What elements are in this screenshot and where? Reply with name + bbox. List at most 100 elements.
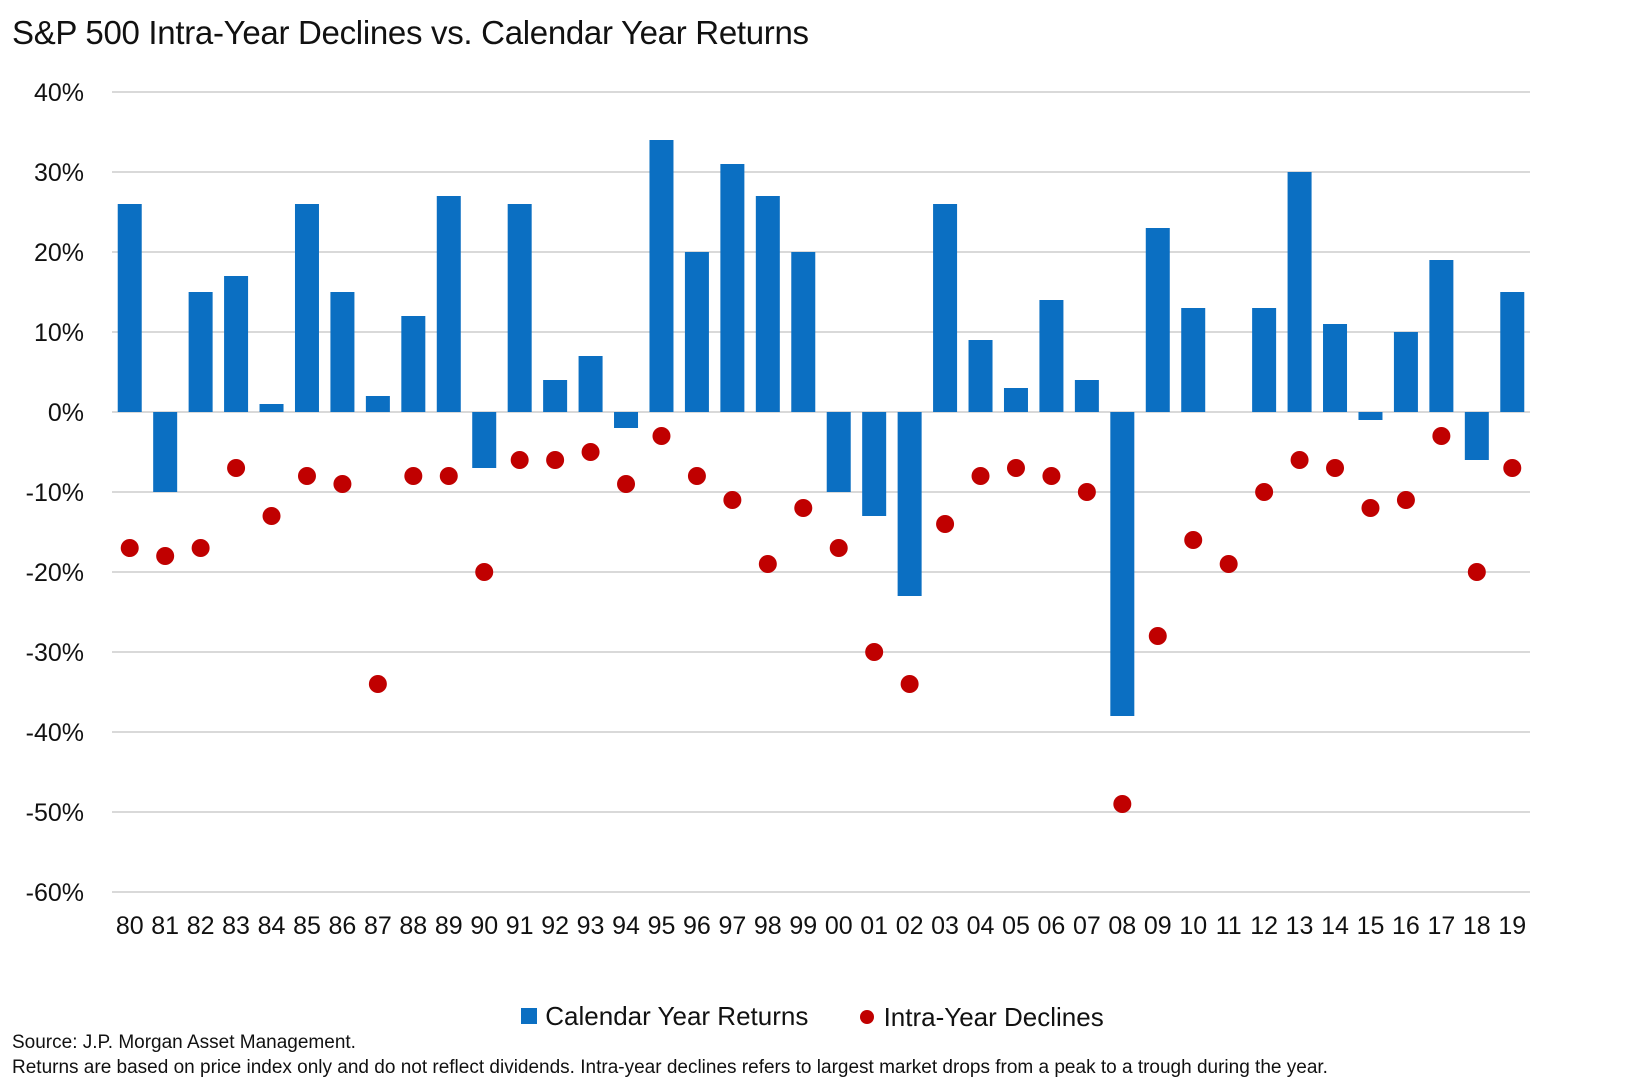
legend-dot-swatch [859, 1010, 874, 1024]
x-tick-label: 80 [116, 912, 144, 940]
dot-06 [1042, 467, 1061, 485]
x-tick-label: 16 [1392, 912, 1420, 940]
legend-bar-swatch [521, 1008, 538, 1024]
dot-05 [1006, 459, 1025, 477]
x-tick-label: 18 [1463, 912, 1491, 940]
bar-95 [649, 140, 674, 412]
dot-99 [794, 499, 813, 517]
x-tick-label: 84 [258, 912, 286, 940]
bar-89 [436, 196, 461, 412]
x-tick-label: 17 [1427, 912, 1455, 940]
dot-95 [652, 427, 671, 445]
x-tick-label: 02 [896, 912, 924, 940]
x-tick-label: 83 [222, 912, 250, 940]
dot-94 [617, 475, 636, 493]
x-tick-label: 10 [1179, 912, 1207, 940]
bar-92 [543, 380, 568, 412]
x-axis-tick-labels: 80 81 82 83 84 85 86 87 88 89 90 91 92 93 94 95 96 97 98 99… [116, 912, 1526, 940]
bar-90 [472, 412, 497, 468]
dot-88 [404, 467, 423, 485]
dot-89 [439, 467, 458, 485]
x-tick-label: 98 [754, 912, 782, 940]
dot-09 [1148, 627, 1167, 645]
x-tick-label: 19 [1498, 912, 1526, 940]
chart-canvas: 40% 30% 20% 10% 0% -10% -20% -30% -40% -50% -60% 8… [26, 79, 1530, 940]
dot-97 [723, 491, 742, 509]
x-tick-label: 87 [364, 912, 392, 940]
gridlines [112, 91, 1530, 893]
bar-16 [1393, 332, 1418, 412]
bar-06 [1039, 300, 1064, 412]
x-tick-label: 88 [399, 912, 427, 940]
legend-item-returns: Calendar Year Returns [521, 1001, 808, 1032]
bar-91 [507, 204, 532, 412]
dot-87 [368, 675, 387, 693]
x-tick-label: 81 [151, 912, 179, 940]
bar-05 [1003, 388, 1028, 412]
dot-03 [936, 515, 955, 533]
x-tick-label: 82 [187, 912, 215, 940]
x-tick-label: 00 [825, 912, 853, 940]
dot-02 [900, 675, 919, 693]
dot-17 [1432, 427, 1451, 445]
x-tick-label: 12 [1250, 912, 1278, 940]
bar-03 [933, 204, 958, 412]
dot-81 [156, 547, 175, 565]
dot-84 [262, 507, 281, 525]
bar-86 [330, 292, 355, 412]
x-tick-label: 01 [860, 912, 888, 940]
bar-81 [153, 412, 178, 492]
x-tick-label: 07 [1073, 912, 1101, 940]
dot-85 [297, 467, 316, 485]
x-tick-label: 92 [541, 912, 569, 940]
x-tick-label: 14 [1321, 912, 1349, 940]
dot-01 [865, 643, 884, 661]
bar-07 [1074, 380, 1099, 412]
dot-08 [1113, 795, 1132, 813]
y-tick-label: 10% [34, 319, 84, 347]
source-note: Source: J.P. Morgan Asset Management. [12, 1032, 356, 1053]
bar-15 [1358, 412, 1383, 420]
y-axis-tick-labels: 40% 30% 20% 10% 0% -10% -20% -30% -40% -50% -60% [26, 79, 84, 907]
bar-82 [188, 292, 213, 412]
x-tick-label: 95 [648, 912, 676, 940]
x-tick-label: 03 [931, 912, 959, 940]
x-tick-label: 90 [470, 912, 498, 940]
dot-96 [687, 467, 706, 485]
x-tick-label: 86 [329, 912, 357, 940]
bar-94 [614, 412, 639, 428]
bar-18 [1464, 412, 1489, 460]
dot-93 [581, 443, 600, 461]
x-tick-label: 96 [683, 912, 711, 940]
y-tick-label: -40% [26, 719, 84, 747]
y-tick-label: -20% [26, 559, 84, 587]
dot-14 [1326, 459, 1345, 477]
x-tick-label: 09 [1144, 912, 1172, 940]
dot-98 [758, 555, 777, 573]
x-tick-label: 06 [1038, 912, 1066, 940]
dot-92 [546, 451, 565, 469]
legend-item-declines: Intra-Year Declines [859, 1002, 1104, 1033]
bar-83 [224, 276, 249, 412]
bar-04 [968, 340, 993, 412]
bar-02 [897, 412, 922, 596]
bar-88 [401, 316, 426, 412]
bar-17 [1429, 260, 1454, 412]
y-tick-label: 30% [34, 159, 84, 187]
bar-84 [259, 404, 284, 412]
y-tick-label: -60% [26, 879, 84, 907]
x-tick-label: 89 [435, 912, 463, 940]
bar-09 [1145, 228, 1170, 412]
dot-00 [829, 539, 848, 557]
y-tick-label: 40% [34, 79, 84, 107]
y-tick-label: -50% [26, 799, 84, 827]
x-tick-label: 97 [718, 912, 746, 940]
dot-13 [1290, 451, 1309, 469]
dot-07 [1077, 483, 1096, 501]
bar-97 [720, 164, 745, 412]
x-tick-label: 93 [577, 912, 605, 940]
bar-99 [791, 252, 816, 412]
bar-87 [365, 396, 390, 412]
dot-83 [227, 459, 246, 477]
x-tick-label: 11 [1216, 912, 1242, 940]
